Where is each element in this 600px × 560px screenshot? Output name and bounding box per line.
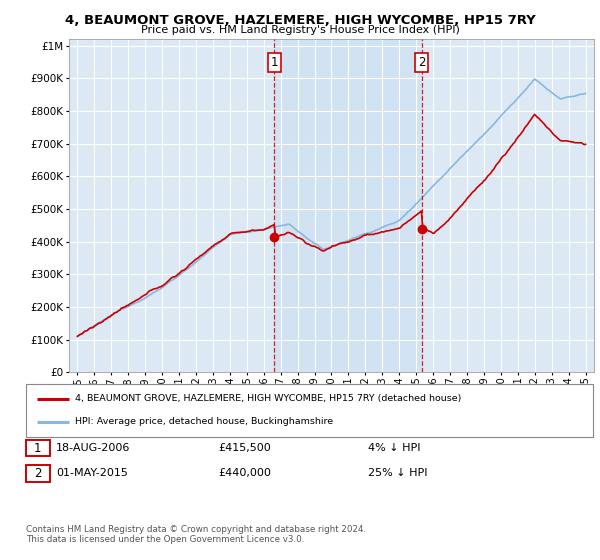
Bar (274, 39, 422, 372)
Text: 1: 1 (34, 441, 41, 455)
Text: 01-MAY-2015: 01-MAY-2015 (56, 468, 128, 478)
Text: 4% ↓ HPI: 4% ↓ HPI (368, 443, 420, 453)
Text: Price paid vs. HM Land Registry's House Price Index (HPI): Price paid vs. HM Land Registry's House … (140, 25, 460, 35)
Text: £440,000: £440,000 (218, 468, 271, 478)
Text: 2: 2 (34, 466, 41, 480)
Text: £415,500: £415,500 (218, 443, 271, 453)
Text: 4, BEAUMONT GROVE, HAZLEMERE, HIGH WYCOMBE, HP15 7RY: 4, BEAUMONT GROVE, HAZLEMERE, HIGH WYCOM… (65, 14, 535, 27)
Text: 2: 2 (418, 56, 425, 69)
Text: 25% ↓ HPI: 25% ↓ HPI (368, 468, 427, 478)
Text: 1: 1 (271, 56, 278, 69)
Text: Contains HM Land Registry data © Crown copyright and database right 2024.
This d: Contains HM Land Registry data © Crown c… (26, 525, 366, 544)
Text: HPI: Average price, detached house, Buckinghamshire: HPI: Average price, detached house, Buck… (75, 417, 333, 426)
Text: 18-AUG-2006: 18-AUG-2006 (56, 443, 130, 453)
Text: 4, BEAUMONT GROVE, HAZLEMERE, HIGH WYCOMBE, HP15 7RY (detached house): 4, BEAUMONT GROVE, HAZLEMERE, HIGH WYCOM… (75, 394, 461, 403)
